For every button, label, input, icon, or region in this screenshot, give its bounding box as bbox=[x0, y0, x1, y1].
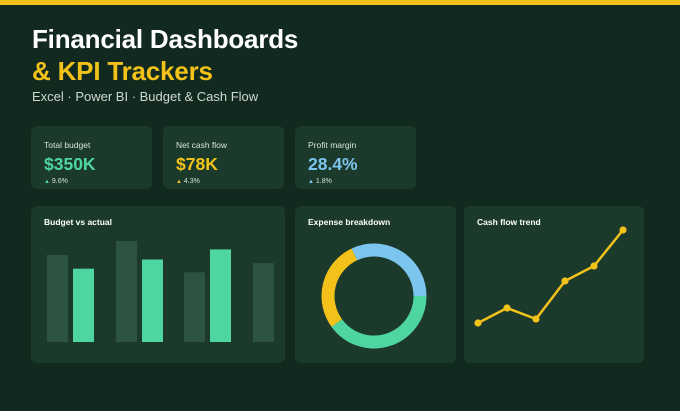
budget-vs-actual-chart bbox=[47, 241, 274, 342]
trend-point bbox=[561, 277, 569, 285]
budget-vs-actual-card: Budget vs actual bbox=[31, 206, 285, 363]
trend-point bbox=[532, 315, 540, 323]
chart-title: Budget vs actual bbox=[44, 217, 113, 227]
bar bbox=[142, 259, 163, 342]
kpi-value: $350K bbox=[44, 154, 96, 174]
page-title-highlight: & KPI Trackers bbox=[32, 56, 213, 86]
bar bbox=[253, 263, 274, 342]
chart-title: Expense breakdown bbox=[308, 217, 391, 227]
kpi-card-total-budget: Total budget $350K ▲ 9.6% bbox=[31, 126, 152, 189]
bar bbox=[184, 272, 205, 342]
cash-flow-trend-card: Cash flow trend bbox=[464, 206, 644, 363]
kpi-card-net-cash-flow: Net cash flow $78K ▲ 4.3% bbox=[163, 126, 284, 189]
expense-breakdown-card: Expense breakdown bbox=[295, 206, 456, 363]
page-subtitle: Excel · Power BI · Budget & Cash Flow bbox=[32, 89, 259, 104]
kpi-label: Total budget bbox=[44, 140, 91, 150]
page-title: Financial Dashboards bbox=[32, 24, 299, 54]
trend-point bbox=[590, 262, 598, 270]
kpi-label: Net cash flow bbox=[176, 140, 228, 150]
up-arrow-icon: ▲ bbox=[176, 179, 182, 185]
kpi-change-value: 4.3% bbox=[183, 178, 200, 185]
top-accent-bar bbox=[0, 0, 680, 5]
up-arrow-icon: ▲ bbox=[308, 179, 314, 185]
kpi-label: Profit margin bbox=[308, 140, 357, 150]
kpi-change-value: 9.6% bbox=[51, 178, 68, 185]
donut-slice bbox=[331, 295, 427, 349]
kpi-change: ▲ 4.3% bbox=[176, 178, 200, 185]
expense-breakdown-chart bbox=[321, 243, 427, 349]
kpi-value: $78K bbox=[176, 154, 218, 174]
kpi-change-value: 1.8% bbox=[315, 178, 332, 185]
donut-slice bbox=[351, 243, 427, 297]
donut-slice bbox=[321, 248, 358, 327]
kpi-change: ▲ 9.6% bbox=[44, 178, 68, 185]
trend-line bbox=[476, 228, 625, 325]
up-arrow-icon: ▲ bbox=[44, 179, 50, 185]
bar bbox=[47, 254, 68, 342]
trend-point bbox=[503, 304, 511, 312]
bar bbox=[116, 241, 137, 342]
cash-flow-trend-chart bbox=[474, 226, 627, 327]
bar bbox=[210, 249, 231, 342]
trend-point bbox=[619, 226, 627, 234]
kpi-change: ▲ 1.8% bbox=[308, 178, 332, 185]
chart-title: Cash flow trend bbox=[477, 217, 541, 227]
bar bbox=[73, 268, 94, 342]
trend-point bbox=[474, 319, 482, 327]
kpi-value: 28.4% bbox=[308, 154, 358, 174]
kpi-card-profit-margin: Profit margin 28.4% ▲ 1.8% bbox=[295, 126, 416, 189]
